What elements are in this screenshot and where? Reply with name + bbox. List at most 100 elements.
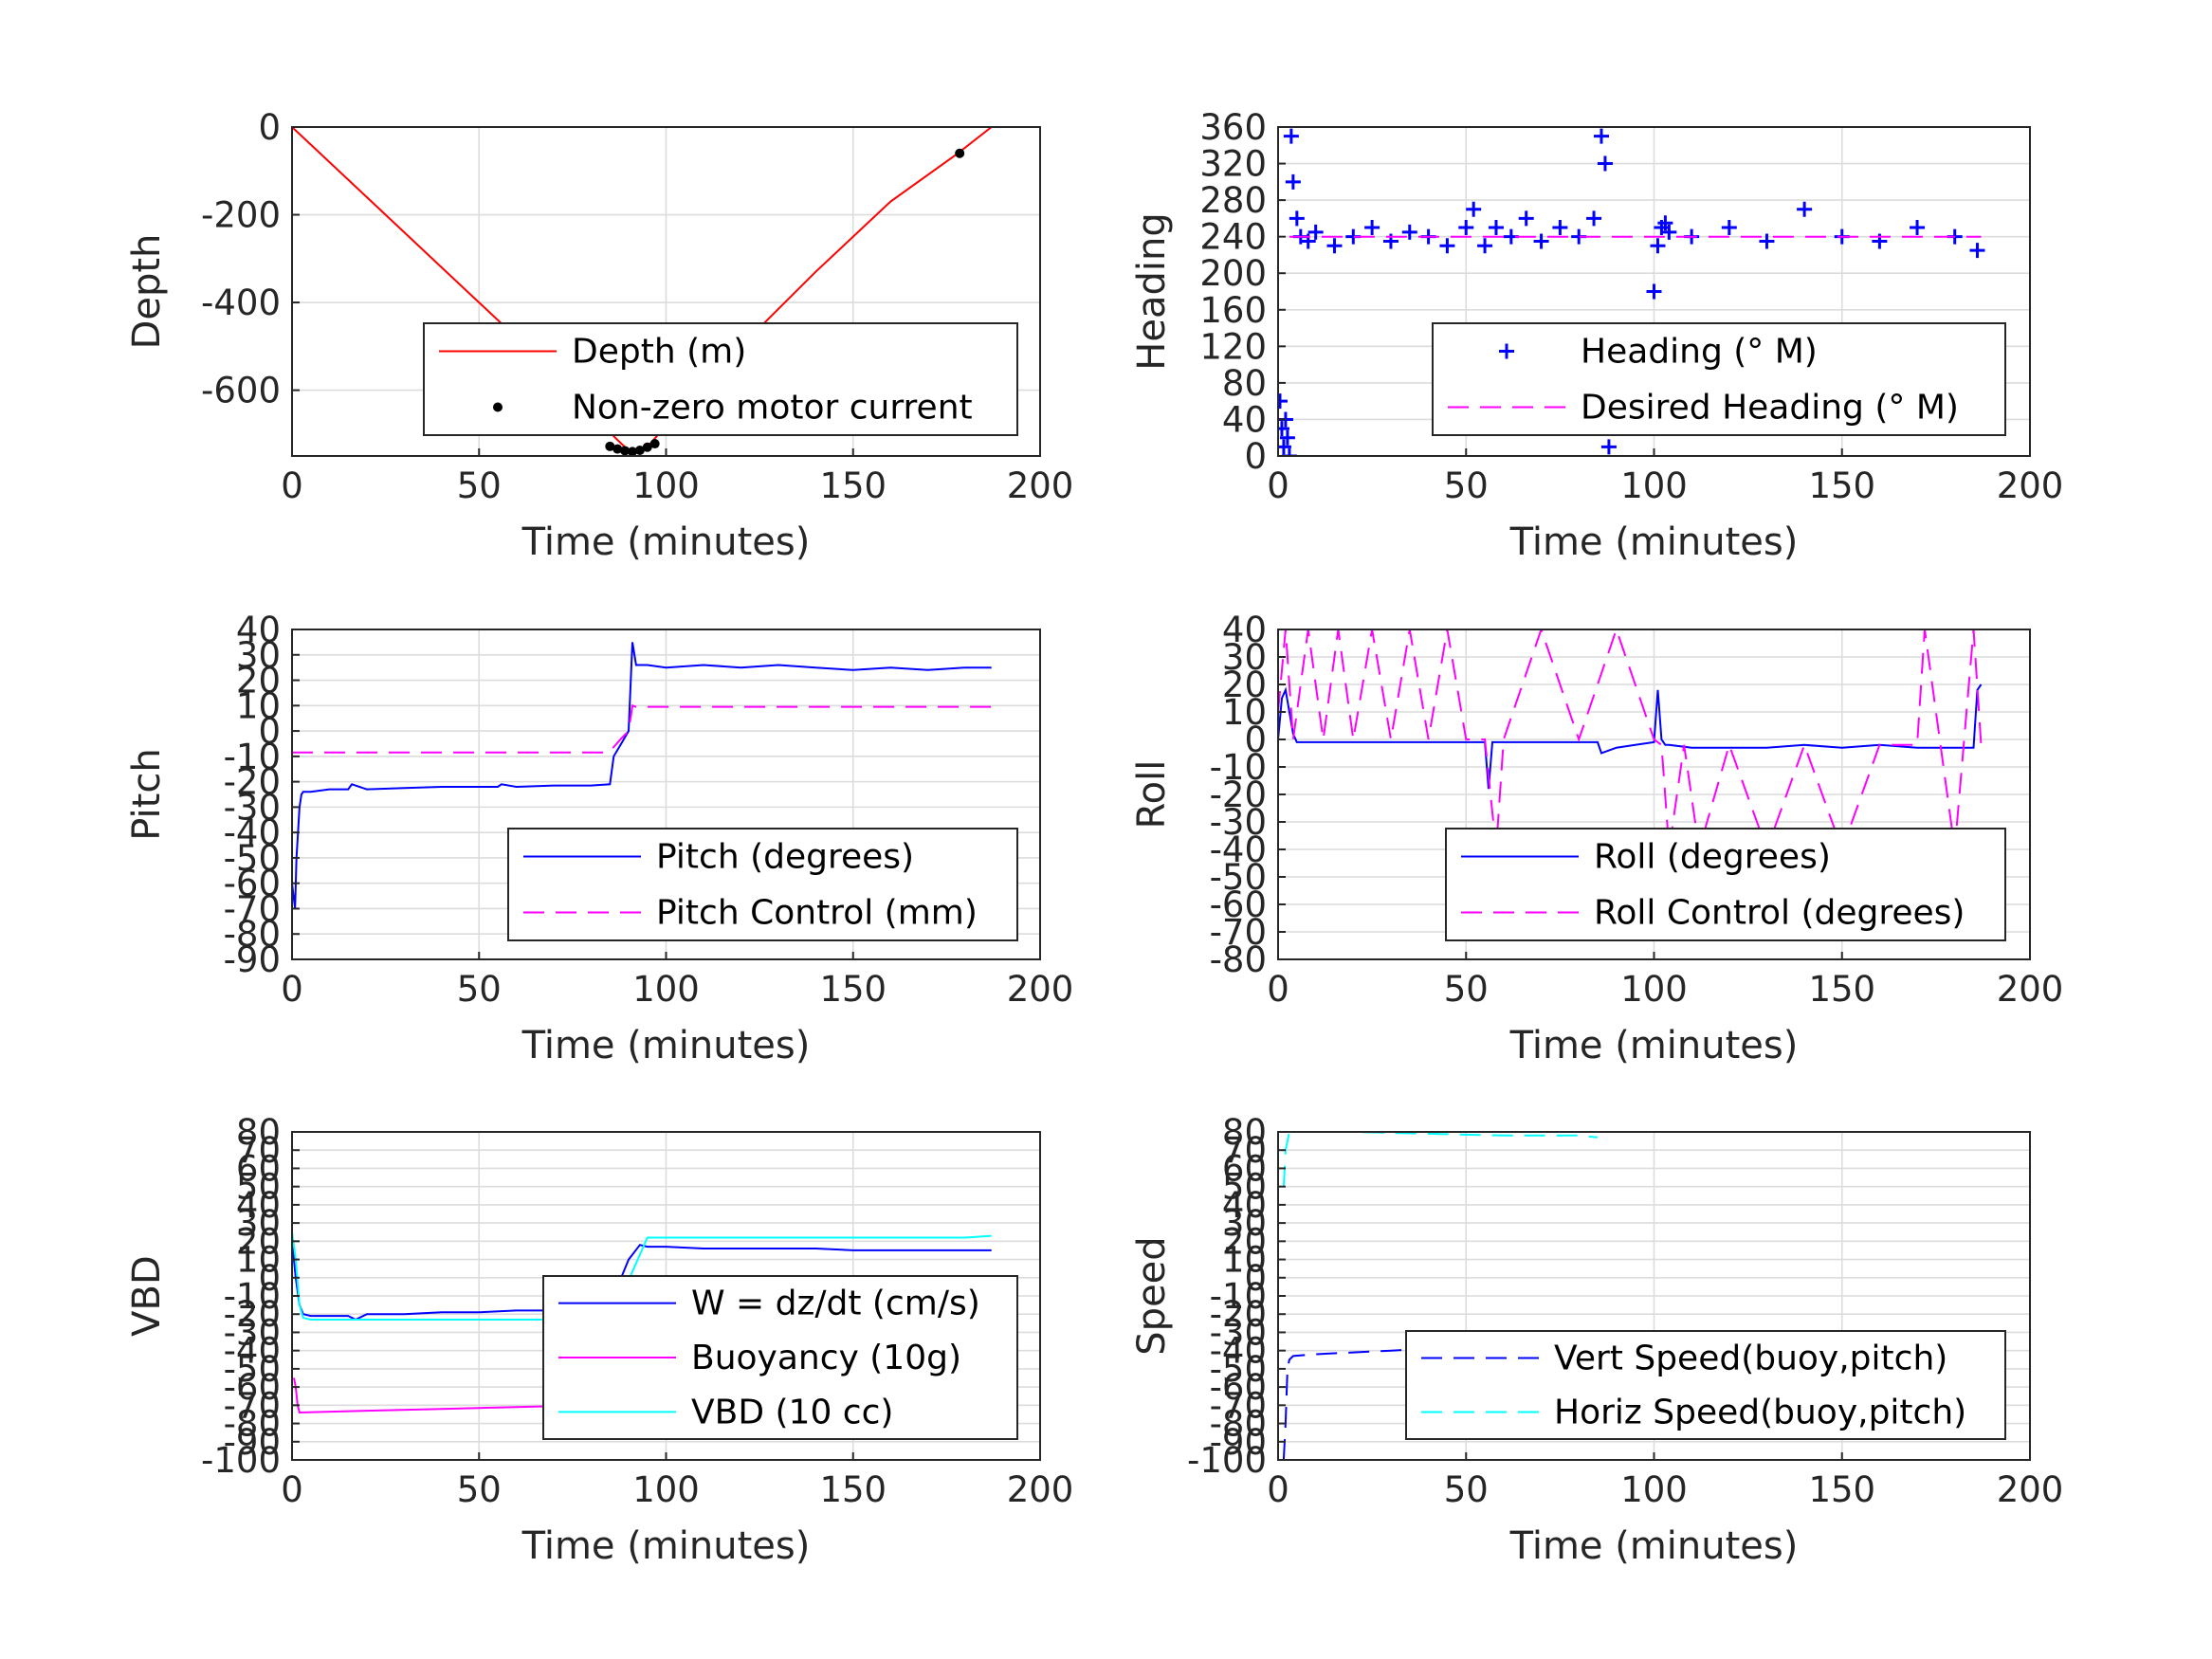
subplot-3: 0 50 100 150 200403020100-10-20-30-40-50-60-… (1130, 610, 2063, 1067)
legend: Depth (m) Non-zero motor current (423, 322, 1018, 436)
legend: W = dz/dt (cm/s) Buoyancy (10g) VBD (10 cc… (542, 1275, 1018, 1440)
y-tick-label: 360 (1199, 107, 1267, 148)
legend-entry: Non-zero motor current (572, 389, 973, 428)
legend-entry: W = dz/dt (cm/s) (691, 1285, 980, 1323)
data-point (1518, 210, 1534, 227)
subplot-0: 0 50 100 150 200 0 -200 -400 -600 Time (minutes) D… (125, 107, 1073, 564)
y-tick-label: 10 (1222, 1240, 1267, 1281)
x-axis-label: Time (minutes) (521, 1524, 811, 1568)
data-point (627, 447, 637, 456)
x-tick-label: 200 (1007, 1469, 1074, 1510)
legend-box (1405, 1330, 2006, 1440)
y-tick-label: 20 (236, 1221, 281, 1262)
x-axis-label: Time (minutes) (521, 520, 811, 564)
y-tick-label: -30 (1210, 1312, 1267, 1353)
data-point (1552, 220, 1568, 236)
data-point (1283, 128, 1299, 144)
series-line-1 (292, 703, 992, 754)
y-tick-label: -80 (224, 914, 281, 955)
data-point (1597, 155, 1613, 172)
y-tick-label: -70 (1210, 1385, 1267, 1426)
legend-entry: Vert Speed(buoy,pitch) (1554, 1340, 1947, 1378)
x-tick-label: 50 (1444, 969, 1489, 1010)
y-tick-label: 20 (1222, 1221, 1267, 1262)
x-tick-label: 150 (819, 1469, 887, 1510)
y-tick-label: 40 (1222, 610, 1267, 650)
y-tick-label: -40 (1210, 830, 1267, 870)
legend-entry: Horiz Speed(buoy,pitch) (1554, 1394, 1966, 1432)
x-axis-label: Time (minutes) (521, 1024, 811, 1067)
y-tick-label: -100 (201, 1440, 281, 1481)
y-tick-label: 10 (1222, 692, 1267, 733)
x-tick-label: 100 (1620, 1469, 1688, 1510)
x-tick-label: 50 (457, 465, 502, 506)
y-tick-label: -400 (201, 283, 281, 323)
y-axis-label: Heading (1130, 212, 1174, 370)
y-tick-label: -20 (1210, 775, 1267, 815)
y-tick-label: 10 (236, 685, 281, 726)
y-tick-label: -50 (1210, 857, 1267, 898)
y-tick-label: -70 (224, 1385, 281, 1426)
legend: Heading (° M) Desired Heading (° M) (1432, 322, 2006, 436)
subplot-5: 0 50 100 150 20080706050403020100-10-20-30-4… (1130, 1112, 2063, 1568)
legend-entry: Depth (m) (572, 333, 746, 372)
y-tick-label: -100 (1187, 1440, 1267, 1481)
x-tick-label: 0 (281, 1469, 303, 1510)
x-tick-label: 200 (1997, 465, 2064, 506)
data-point (1278, 393, 1288, 410)
data-point (1797, 201, 1813, 217)
y-tick-label: 0 (1244, 1258, 1267, 1299)
x-tick-label: 50 (457, 969, 502, 1010)
y-tick-label: -30 (224, 787, 281, 828)
legend-entry: Pitch (degrees) (656, 838, 914, 877)
data-point (1281, 448, 1297, 456)
y-tick-label: 20 (1222, 665, 1267, 705)
y-axis-label: Roll (1130, 760, 1174, 830)
y-tick-label: 20 (236, 661, 281, 702)
x-tick-label: 150 (1808, 465, 1875, 506)
subplot-4: 0 50 100 150 20080706050403020100-10-20-30-4… (125, 1112, 1073, 1568)
data-point (1650, 238, 1666, 254)
legend-entry: Heading (° M) (1581, 333, 1818, 372)
legend-swatch (1499, 343, 1514, 359)
x-tick-label: 150 (1808, 969, 1875, 1010)
y-tick-label: -10 (1210, 747, 1267, 788)
legend-entry: Roll Control (degrees) (1594, 894, 1965, 933)
data-point (1910, 220, 1926, 236)
data-point (1721, 220, 1737, 236)
data-point (1661, 224, 1677, 240)
y-tick-label: 0 (258, 711, 281, 752)
data-point (1759, 233, 1775, 249)
y-tick-label: -30 (1210, 802, 1267, 843)
data-point (1458, 220, 1474, 236)
y-tick-label: -20 (1210, 1294, 1267, 1335)
y-tick-label: -60 (1210, 884, 1267, 925)
data-point (642, 442, 652, 452)
data-point (1364, 220, 1380, 236)
data-point (1586, 210, 1602, 227)
y-tick-label: 80 (1222, 363, 1267, 404)
data-point (620, 446, 631, 456)
x-axis-label: Time (minutes) (1509, 1524, 1799, 1568)
x-tick-label: 200 (1997, 969, 2064, 1010)
data-point (612, 444, 623, 454)
x-tick-label: 150 (819, 465, 887, 506)
y-tick-label: -40 (1210, 1331, 1267, 1372)
data-point (1477, 238, 1493, 254)
x-tick-label: 50 (1444, 1469, 1489, 1510)
y-tick-label: -80 (224, 1404, 281, 1445)
y-tick-label: -40 (224, 812, 281, 853)
legend-box (1445, 828, 2006, 941)
series-line-1 (1278, 629, 1983, 852)
x-tick-label: 150 (819, 969, 887, 1010)
y-axis-label: Pitch (125, 748, 169, 840)
y-tick-label: -50 (1210, 1349, 1267, 1390)
x-tick-label: 100 (632, 465, 700, 506)
y-tick-label: -20 (224, 1294, 281, 1335)
y-tick-label: -600 (201, 371, 281, 411)
y-tick-label: 30 (1222, 1203, 1267, 1244)
data-point (634, 445, 645, 455)
subplot-2: 0 50 100 150 200403020100-10-20-30-40-50-60-… (125, 610, 1073, 1067)
data-point (1593, 128, 1609, 144)
legend-box (507, 828, 1018, 941)
